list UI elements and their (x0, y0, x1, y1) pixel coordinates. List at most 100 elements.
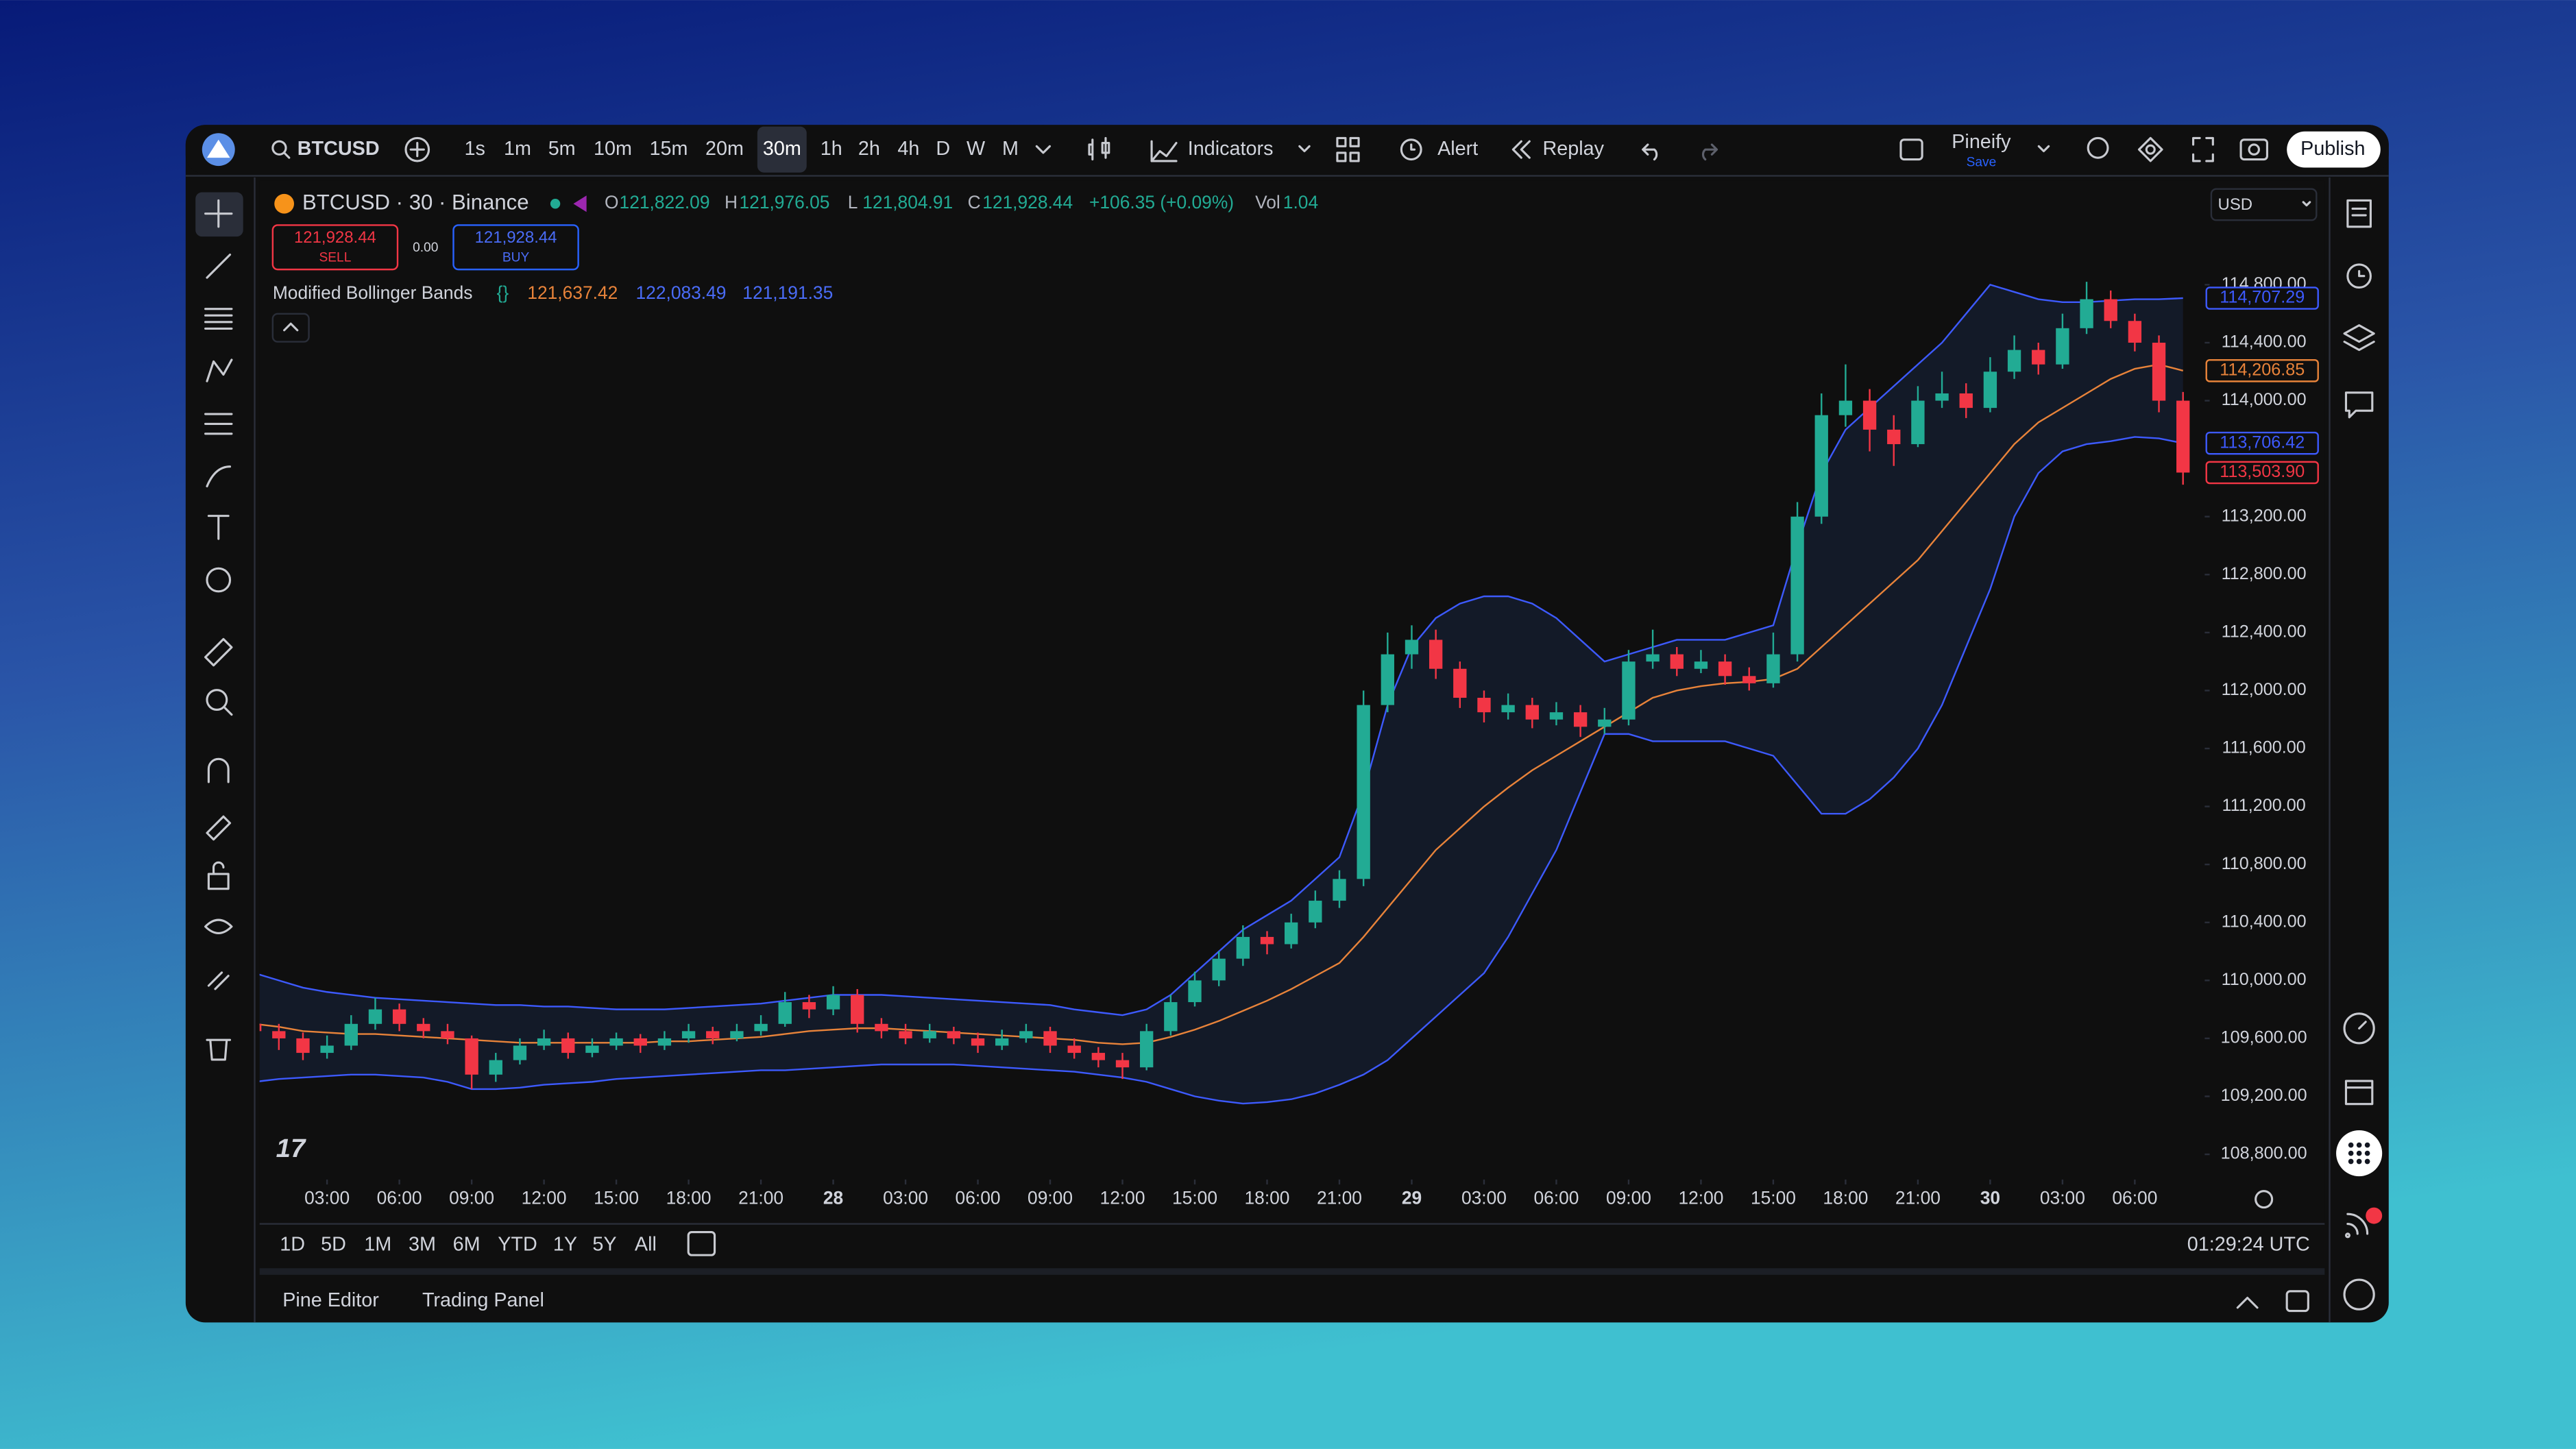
buy-button[interactable] (452, 224, 579, 271)
y-tick-label: 112,400.00 (2222, 622, 2307, 642)
apps-dot (2348, 1158, 2354, 1165)
axis-settings[interactable] (2255, 1190, 2274, 1209)
range-button[interactable]: YTD (498, 1233, 537, 1255)
candle-body (1067, 1045, 1081, 1054)
script-dropdown[interactable] (2037, 145, 2050, 153)
candle-body (681, 1031, 696, 1038)
goto-date[interactable] (687, 1231, 716, 1256)
tool-button[interactable] (204, 637, 233, 667)
search-icon (283, 151, 291, 159)
tool-button[interactable] (206, 1038, 232, 1061)
interval-button[interactable]: 30m (763, 138, 801, 160)
range-button[interactable]: 5Y (592, 1233, 616, 1255)
apps-dot (2348, 1142, 2354, 1148)
sidebar-button[interactable] (2343, 1012, 2375, 1045)
tool-button[interactable] (204, 308, 233, 330)
layouts-button[interactable] (1336, 136, 1360, 162)
snapshot-button[interactable] (2239, 138, 2268, 161)
publish-button-bg[interactable] (2287, 131, 2381, 168)
candle-body (392, 1009, 406, 1024)
settings-button[interactable] (2137, 136, 2163, 162)
fullscreen-button[interactable] (2192, 136, 2214, 162)
interval-button[interactable]: 2h (858, 138, 880, 160)
x-tick-label: 12:00 (1100, 1188, 1145, 1208)
price-badge (2205, 431, 2319, 455)
range-button[interactable]: 1D (280, 1233, 305, 1255)
y-tick-label: 112,800.00 (2222, 564, 2307, 583)
undo-button[interactable] (1642, 143, 1658, 161)
indicators-dropdown[interactable] (1298, 145, 1311, 153)
interval-button[interactable]: 1h (821, 138, 842, 160)
candle-body (1309, 901, 1322, 923)
interval-button[interactable]: 15m (649, 138, 688, 160)
tool-button[interactable] (207, 861, 230, 890)
logo-mark (206, 139, 230, 158)
tool-button[interactable] (206, 567, 232, 593)
symbol-search[interactable]: BTCUSD (297, 138, 380, 160)
tool-button[interactable] (204, 199, 233, 228)
tool-button[interactable] (206, 815, 232, 841)
interval-button[interactable]: 5m (548, 138, 576, 160)
sidebar-button[interactable] (2346, 263, 2372, 289)
range-button[interactable]: All (635, 1233, 657, 1255)
sidebar-button[interactable] (2345, 1213, 2369, 1239)
tool-button[interactable] (206, 689, 233, 716)
indicator-name[interactable]: Modified Bollinger Bands (273, 282, 473, 303)
sidebar-button[interactable] (2344, 1080, 2374, 1106)
interval-button[interactable]: 10m (594, 138, 632, 160)
sidebar-button[interactable] (2343, 324, 2375, 352)
layout-toggle[interactable] (1899, 138, 1923, 161)
panel-tab[interactable]: Pine Editor (282, 1289, 379, 1311)
tool-button[interactable] (206, 465, 232, 488)
interval-button[interactable]: 1m (504, 138, 531, 160)
ohlc-legend: O 121,822.09 H 121,976.05 L 121,804.91 C 121,92… (605, 192, 1073, 212)
tool-button[interactable] (206, 358, 233, 382)
redo-button[interactable] (1702, 143, 1718, 161)
panel-tab[interactable]: Trading Panel (422, 1289, 544, 1311)
interval-button[interactable]: D (936, 138, 950, 160)
range-button[interactable]: 1Y (553, 1233, 577, 1255)
interval-dropdown[interactable] (1035, 145, 1052, 154)
x-tick-label: 28 (823, 1188, 843, 1208)
price-badge-label: 114,707.29 (2220, 288, 2305, 307)
compare-button[interactable] (404, 136, 430, 162)
collapse-legend[interactable] (271, 313, 310, 343)
buy-label: BUY (502, 250, 530, 265)
publish-button[interactable]: Publish (2300, 138, 2365, 160)
replay-button[interactable]: Replay (1542, 138, 1604, 160)
sidebar-button[interactable] (2343, 1278, 2375, 1311)
chart-type-button[interactable] (1088, 136, 1110, 161)
alert-button[interactable]: Alert (1437, 138, 1478, 160)
interval-button[interactable]: W (967, 138, 986, 160)
x-tick-label: 29 (1402, 1188, 1422, 1208)
price-badge-label: 113,503.90 (2220, 462, 2305, 481)
tool-button[interactable] (207, 757, 230, 783)
range-button[interactable]: 5D (321, 1233, 346, 1255)
interval-button[interactable]: 4h (897, 138, 919, 160)
candle-body (1477, 698, 1491, 713)
tool-button[interactable] (207, 515, 230, 540)
interval-button[interactable]: 1s (464, 138, 485, 160)
tool-button[interactable] (204, 918, 233, 934)
interval-button[interactable]: 20m (705, 138, 744, 160)
interval-button[interactable]: M (1002, 138, 1019, 160)
currency-select[interactable] (2210, 188, 2318, 221)
tool-button[interactable] (204, 413, 233, 435)
range-button[interactable]: 6M (453, 1233, 481, 1255)
sidebar-button[interactable] (2346, 199, 2372, 228)
tool-button[interactable] (207, 971, 230, 990)
range-button[interactable]: 1M (364, 1233, 391, 1255)
candle-body (537, 1038, 551, 1046)
indicators-button[interactable]: Indicators (1188, 138, 1274, 160)
range-button[interactable]: 3M (409, 1233, 436, 1255)
sidebar-button[interactable] (2344, 391, 2374, 419)
tool-button[interactable] (206, 253, 232, 279)
quick-search[interactable] (2087, 136, 2109, 159)
script-name[interactable]: Pineify (1952, 131, 2011, 153)
indicator-source-icon[interactable]: {} (497, 282, 509, 303)
sell-button[interactable] (271, 224, 399, 271)
expand-panel[interactable] (2236, 1296, 2259, 1309)
x-tick-label: 03:00 (2040, 1188, 2085, 1208)
maximize-panel[interactable] (2285, 1290, 2309, 1313)
